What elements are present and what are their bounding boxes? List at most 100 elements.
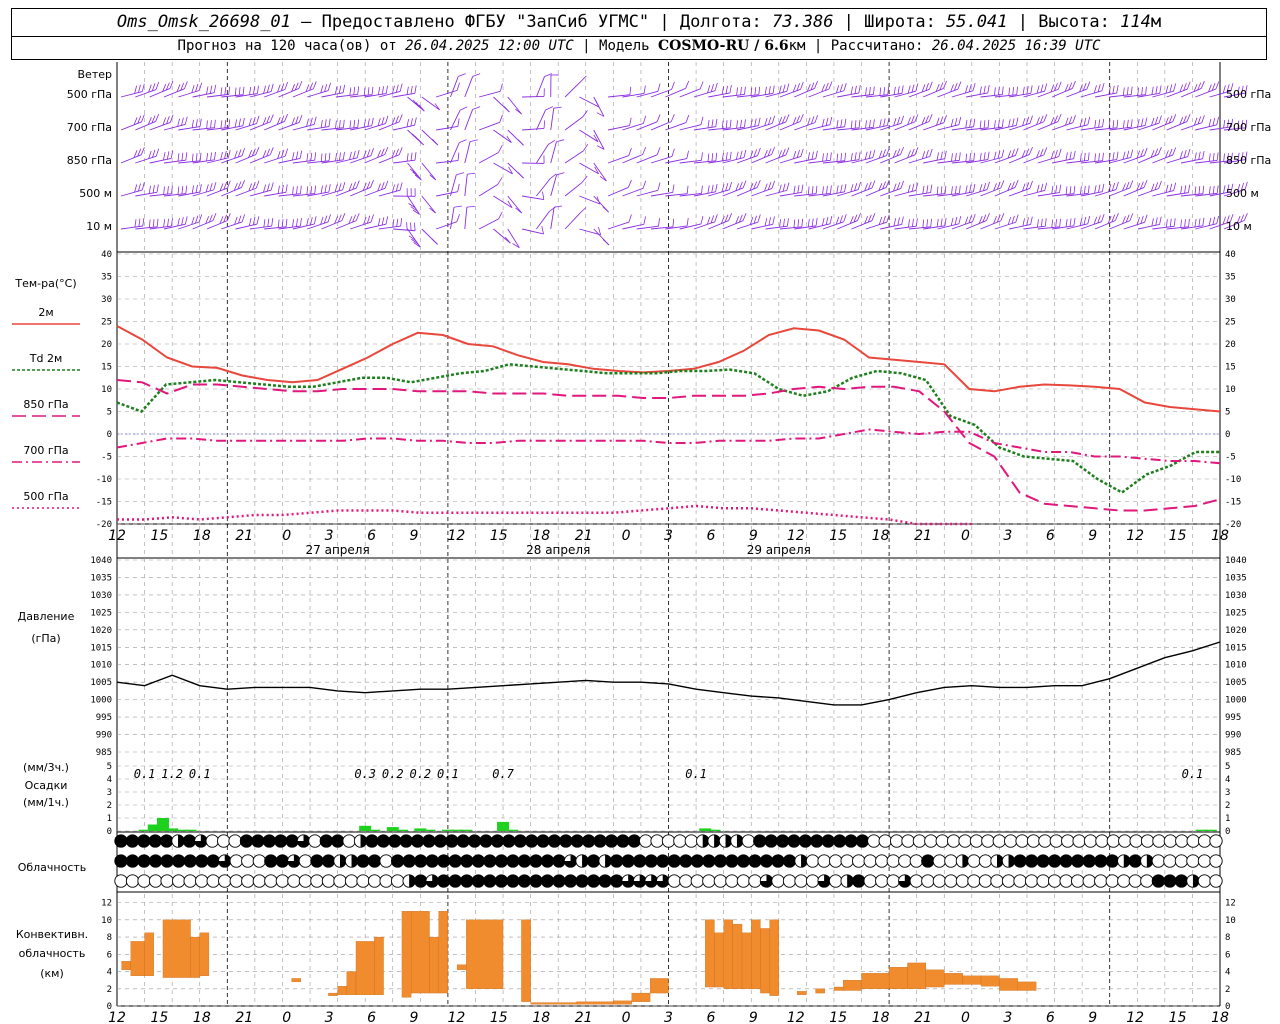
- wind-barb-flag: [1022, 218, 1025, 227]
- wind-barb-flag: [1198, 151, 1201, 160]
- wind-barb: [636, 154, 658, 164]
- wind-barb-flag: [1165, 184, 1169, 193]
- wind-barb-flag: [879, 87, 882, 96]
- wind-barb-flag: [343, 119, 345, 128]
- cloud-circle: [524, 834, 539, 848]
- wind-barb-flag: [541, 226, 544, 234]
- convective-bar: [291, 978, 301, 983]
- wind-barb-flag: [1179, 151, 1183, 160]
- wind-barb: [622, 122, 644, 131]
- wind-barb-flag: [1043, 147, 1048, 156]
- cloud-circle: [1036, 854, 1050, 868]
- wind-barb-flag: [757, 147, 761, 156]
- wind-barb-flag: [309, 117, 313, 126]
- wind-barb-flag: [886, 214, 890, 223]
- wind-barb-flag: [728, 213, 733, 221]
- prec-ytick-right: 4: [1225, 775, 1230, 785]
- conv-ytick-left: 0: [107, 1002, 112, 1012]
- wind-barb: [550, 174, 558, 197]
- wind-barb-flag: [836, 85, 840, 94]
- convective-bar: [355, 941, 375, 995]
- wind-barb-flag: [334, 216, 338, 224]
- wind-barb-flag: [1216, 215, 1220, 224]
- wind-barb-flag: [147, 117, 152, 125]
- x-tick-label-top: 15: [829, 528, 847, 544]
- cloud-circle: [944, 874, 958, 888]
- wind-barb-flag: [825, 117, 829, 126]
- x-tick-label-bottom: 3: [1003, 1010, 1012, 1024]
- wind-barb-flag: [685, 114, 690, 123]
- wind-barb-flag: [1101, 83, 1105, 91]
- wind-barb-flag: [137, 148, 142, 157]
- cloud-circle: [529, 854, 543, 868]
- wind-barb-flag: [1151, 117, 1155, 126]
- wind-barb-flag: [1241, 152, 1244, 161]
- wind-barb: [622, 154, 643, 164]
- wind-barb-flag: [1112, 120, 1115, 129]
- wind-barb-flag: [1064, 83, 1069, 92]
- precip-3h-label: 0.1: [134, 767, 156, 781]
- wind-barb-flag: [943, 114, 947, 123]
- wind-barb: [607, 94, 630, 98]
- wind-barb-flag: [735, 151, 739, 160]
- cloud-circle: [867, 834, 881, 848]
- wind-barb-flag: [844, 152, 847, 161]
- cloud-circle: [1106, 834, 1120, 848]
- wind-barb-flag: [355, 213, 360, 221]
- wind-barb: [421, 195, 437, 214]
- wind-barb-flag: [736, 87, 738, 96]
- wind-level-right: 700 гПа: [1226, 121, 1271, 134]
- cloud-half: [1008, 854, 1015, 868]
- cloud-circle: [863, 854, 877, 868]
- wind-barb-flag: [721, 184, 725, 193]
- wind-barb-flag: [280, 83, 285, 91]
- cloud-circle: [264, 874, 278, 888]
- wind-barb-flag: [512, 243, 520, 249]
- wind-level-left: 500 м: [79, 187, 112, 200]
- cloud-circle: [921, 854, 935, 868]
- wind-barb-flag: [408, 203, 416, 209]
- wind-barb-flag: [276, 117, 281, 125]
- wind-barb-flag: [936, 117, 940, 126]
- wind-barb: [407, 162, 422, 181]
- cloud-circle: [782, 854, 797, 868]
- wind-barb-flag: [1007, 183, 1012, 191]
- wind-barb-flag: [749, 183, 754, 191]
- convective-bar: [815, 988, 825, 994]
- wind-barb-flag: [885, 179, 890, 188]
- lat-value: 55.041: [946, 12, 1008, 32]
- wind-barb-flag: [1000, 213, 1005, 221]
- wind-barb-flag: [133, 117, 138, 125]
- wind-barb-flag: [596, 112, 605, 117]
- wind-barb-flag: [1073, 185, 1076, 194]
- cloud-circle: [852, 854, 866, 868]
- wind-barb-flag: [1059, 218, 1061, 227]
- temp-ytick-right: 20: [1225, 340, 1236, 350]
- wind-barb-flag: [181, 117, 184, 126]
- cloud-half: [1192, 874, 1200, 888]
- precip-bar: [699, 828, 712, 831]
- wind-barb-flag: [314, 185, 317, 194]
- cloud-three-quarter: [656, 874, 669, 888]
- x-tick-label-top: 21: [575, 528, 593, 544]
- cloud-half: [605, 854, 612, 868]
- wind-panel: [120, 73, 1248, 249]
- pres-ytick-right: 1035: [1225, 573, 1247, 583]
- wind-barb-flag: [320, 119, 323, 128]
- wind-barb-flag: [643, 216, 646, 225]
- wind-barb-flag: [1208, 217, 1212, 226]
- cloud-circle: [148, 854, 163, 868]
- wind-barb-flag: [291, 117, 295, 126]
- wind-barb-flag: [1065, 218, 1068, 228]
- cloud-circle: [667, 874, 681, 888]
- wind-barb: [464, 174, 468, 197]
- wind-barb-flag: [792, 151, 797, 159]
- wind-barb: [522, 195, 544, 200]
- wind-barb-flag: [395, 148, 399, 157]
- cloud-circle: [679, 874, 693, 888]
- wind-barb-flag: [1025, 148, 1030, 157]
- wind-barb-flag: [1216, 152, 1219, 161]
- x-tick-label-top: 9: [749, 528, 758, 544]
- wind-barb-flag: [220, 87, 223, 96]
